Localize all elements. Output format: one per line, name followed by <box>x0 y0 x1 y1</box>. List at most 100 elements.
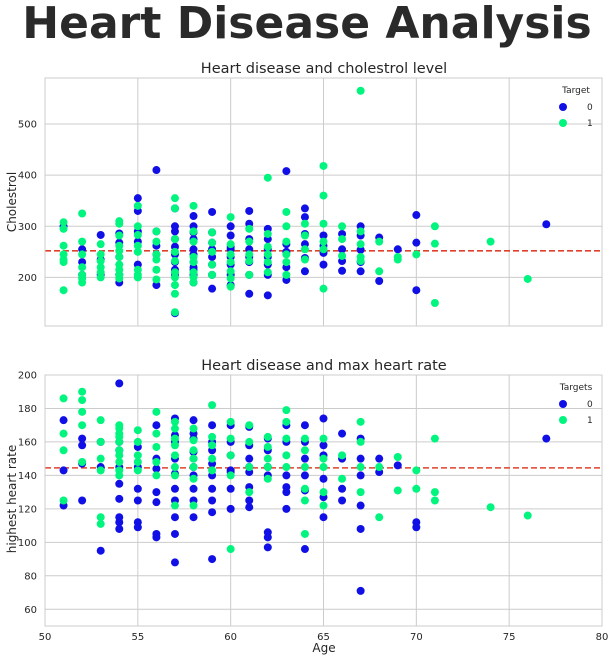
cholesterol-point-target-1 <box>300 231 309 240</box>
heart-rate-point-target-0 <box>356 471 365 480</box>
heart-rate-point-target-0 <box>189 513 198 522</box>
cholesterol-point-target-1 <box>189 258 198 267</box>
cholesterol-chart: Heart disease and cholestrol level Chole… <box>5 61 603 327</box>
heart-rate-point-target-0 <box>133 484 142 493</box>
cholesterol-point-target-0 <box>245 206 254 215</box>
heart-rate-point-target-0 <box>59 466 68 475</box>
cholesterol-point-target-1 <box>282 270 291 279</box>
heart-rate-point-target-1 <box>300 484 309 493</box>
cholesterol-point-target-1 <box>245 270 254 279</box>
heart-rate-point-target-0 <box>542 434 551 443</box>
heart-rate-point-target-0 <box>319 441 328 450</box>
heart-rate-point-target-0 <box>356 586 365 595</box>
cholesterol-point-target-1 <box>282 250 291 259</box>
heart-rate-point-target-0 <box>263 533 272 542</box>
cholesterol-point-target-0 <box>152 281 161 290</box>
cholesterol-point-target-0 <box>375 277 384 286</box>
cholesterol-point-target-1 <box>170 273 179 282</box>
cholesterol-point-target-1 <box>226 267 235 276</box>
heart-rate-point-target-1 <box>189 436 198 445</box>
heart-rate-y-tick-label: 160 <box>18 437 37 448</box>
heart-rate-point-target-0 <box>78 441 87 450</box>
cholesterol-point-target-1 <box>59 241 68 250</box>
cholesterol-point-target-1 <box>115 252 124 261</box>
cholesterol-point-target-1 <box>208 270 217 279</box>
cholesterol-point-target-1 <box>263 242 272 251</box>
cholesterol-point-target-1 <box>486 237 495 246</box>
heart-rate-point-target-1 <box>226 545 235 554</box>
heart-rate-x-tick-label: 70 <box>410 632 423 643</box>
cholesterol-point-target-1 <box>245 237 254 246</box>
cholesterol-point-target-1 <box>78 263 87 272</box>
cholesterol-point-target-1 <box>226 213 235 222</box>
heart-rate-point-target-0 <box>115 494 124 503</box>
heart-rate-point-target-1 <box>96 437 105 446</box>
heart-rate-y-tick-label: 200 <box>18 371 37 382</box>
heart-rate-point-target-0 <box>115 479 124 488</box>
heart-rate-point-target-1 <box>319 501 328 510</box>
cholesterol-legend-marker-1 <box>559 119 567 127</box>
heart-rate-point-target-0 <box>356 454 365 463</box>
heart-rate-point-target-0 <box>282 488 291 497</box>
heart-rate-point-target-0 <box>96 546 105 555</box>
cholesterol-point-target-1 <box>115 231 124 240</box>
cholesterol-point-target-1 <box>59 224 68 233</box>
heart-rate-point-target-1 <box>189 454 198 463</box>
cholesterol-point-target-1 <box>226 274 235 283</box>
heart-rate-x-tick-label: 75 <box>503 632 516 643</box>
cholesterol-point-target-1 <box>96 273 105 282</box>
cholesterol-point-target-1 <box>226 282 235 291</box>
cholesterol-point-target-1 <box>412 250 421 259</box>
cholesterol-point-target-1 <box>263 258 272 267</box>
heart-rate-point-target-0 <box>152 533 161 542</box>
heart-rate-legend-title: Targets <box>559 383 593 393</box>
cholesterol-point-target-1 <box>208 260 217 269</box>
heart-rate-point-target-1 <box>170 451 179 460</box>
heart-rate-point-target-1 <box>282 417 291 426</box>
heart-rate-legend-marker-0 <box>559 400 567 408</box>
cholesterol-point-target-0 <box>300 204 309 213</box>
heart-rate-point-target-0 <box>245 454 254 463</box>
heart-rate-point-target-1 <box>430 434 439 443</box>
heart-rate-y-tick-label: 100 <box>18 538 37 549</box>
heart-rate-point-target-1 <box>208 454 217 463</box>
cholesterol-point-target-1 <box>393 255 402 264</box>
cholesterol-legend-marker-0 <box>559 103 567 111</box>
heart-rate-point-target-1 <box>152 471 161 480</box>
heart-rate-point-target-1 <box>319 434 328 443</box>
cholesterol-point-target-0 <box>189 212 198 221</box>
heart-rate-point-target-1 <box>375 513 384 522</box>
age-x-axis-label: Age <box>312 641 335 655</box>
heart-rate-point-target-0 <box>338 429 347 438</box>
cholesterol-point-target-1 <box>263 250 272 259</box>
cholesterol-point-target-1 <box>319 191 328 200</box>
heart-rate-point-target-1 <box>115 458 124 467</box>
cholesterol-legend-label-1: 1 <box>587 119 593 129</box>
cholesterol-tick-labels: 200 300 400 500 <box>18 120 37 284</box>
heart-rate-point-target-0 <box>189 416 198 425</box>
cholesterol-point-target-1 <box>226 250 235 259</box>
heart-rate-point-target-1 <box>208 432 217 441</box>
heart-rate-point-target-0 <box>356 524 365 533</box>
heart-rate-point-target-1 <box>319 454 328 463</box>
cholesterol-point-target-1 <box>189 237 198 246</box>
heart-rate-point-target-1 <box>263 454 272 463</box>
cholesterol-point-target-1 <box>170 308 179 317</box>
cholesterol-point-target-1 <box>282 207 291 216</box>
cholesterol-point-target-0 <box>319 260 328 269</box>
heart-rate-point-target-0 <box>208 496 217 505</box>
cholesterol-point-target-0 <box>300 213 309 222</box>
heart-rate-point-target-0 <box>152 464 161 473</box>
cholesterol-point-target-1 <box>245 224 254 233</box>
cholesterol-point-target-1 <box>152 227 161 236</box>
cholesterol-y-tick-label: 500 <box>18 120 37 131</box>
heart-rate-point-target-1 <box>226 451 235 460</box>
heart-rate-point-target-0 <box>133 496 142 505</box>
cholesterol-point-target-1 <box>152 275 161 284</box>
cholesterol-point-target-1 <box>152 255 161 264</box>
heart-rate-point-target-0 <box>170 529 179 538</box>
heart-rate-tick-labels: 50 55 60 65 70 75 80 60 80 100 120 140 160 180 200 <box>18 371 608 644</box>
heart-rate-point-target-1 <box>300 446 309 455</box>
heart-rate-point-target-0 <box>319 474 328 483</box>
heart-rate-point-target-1 <box>115 471 124 480</box>
